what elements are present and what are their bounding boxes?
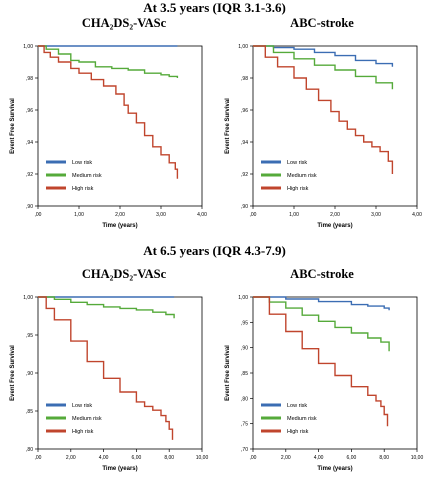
x-tick-label: ,00 [35,212,42,218]
x-axis-label: Time (years) [102,223,137,229]
x-tick-label: 2,00 [281,455,291,461]
survival-chart-2: ,90 ,92 ,94 ,96 ,98 1,00 ,00 1,00 2,00 3,00 4,00 Ti… [225,44,422,229]
x-tick-label: 2,00 [330,212,340,218]
legend-label-high: High risk [72,429,94,435]
y-tick-label: ,75 [241,422,248,428]
x-tick-label: 10,00 [196,455,209,461]
y-tick-label: ,80 [241,396,248,402]
chart-title-4: ABC-stroke [290,267,354,281]
series-line-medium-risk [253,45,394,90]
legend-label-low: Low risk [287,403,307,409]
legend-label-high: High risk [287,186,309,192]
legend-label-medium: Medium risk [287,416,317,422]
x-tick-label: 2,00 [66,455,76,461]
chart-title-3: CHA₂DS₂-VASc [81,267,167,281]
x-tick-label: 1,00 [74,212,84,218]
series-line-high-risk [38,45,179,179]
legend-label-medium: Medium risk [287,173,317,179]
x-axis-label: Time (years) [317,223,352,229]
x-axis-label: Time (years) [102,466,137,472]
y-tick-label: ,94 [241,140,248,146]
x-tick-label: 8,00 [164,455,174,461]
x-tick-label: 2,00 [115,212,125,218]
chart-title-2: ABC-stroke [290,16,354,30]
legend-label-low: Low risk [287,160,307,166]
y-tick-label: ,96 [26,108,33,114]
series-line-medium-risk [38,45,179,78]
survival-chart-4: ,70 ,75 ,80 ,85 ,90 ,95 1,00 ,00 2,00 4,00 6,00 8,0… [225,295,424,472]
y-tick-label: ,94 [26,140,33,146]
y-tick-label: ,90 [241,346,248,352]
section-title-top: At 3.5 years (IQR 3.1-3.6) [143,0,286,15]
x-tick-label: 4,00 [314,455,324,461]
y-axis-label: Event Free Survival [225,98,231,154]
x-tick-label: 6,00 [132,455,142,461]
x-tick-label: ,00 [35,455,42,461]
series-line-medium-risk [253,296,390,352]
series-line-low-risk [253,296,390,311]
y-tick-label: 1,00 [238,44,248,50]
y-tick-label: ,95 [26,333,33,339]
x-tick-label: 4,00 [99,455,109,461]
y-tick-label: ,98 [241,76,248,82]
legend-label-low: Low risk [72,160,92,166]
y-tick-label: 1,00 [23,44,33,50]
series-line-low-risk [253,45,394,67]
y-tick-label: ,90 [26,371,33,377]
series-line-high-risk [253,296,389,427]
y-tick-label: 1,00 [23,295,33,301]
x-tick-label: 1,00 [289,212,299,218]
y-axis-label: Event Free Survival [225,345,231,401]
y-tick-label: ,92 [241,172,248,178]
x-axis-label: Time (years) [317,466,352,472]
x-tick-label: 8,00 [379,455,389,461]
x-tick-label: 4,00 [412,212,422,218]
legend-label-high: High risk [72,186,94,192]
y-tick-label: ,98 [26,76,33,82]
y-tick-label: ,80 [26,447,33,453]
y-tick-label: 1,00 [238,295,248,301]
x-tick-label: 3,00 [156,212,166,218]
y-tick-label: ,85 [26,409,33,415]
survival-chart-3: ,80 ,85 ,90 ,95 1,00 ,00 2,00 4,00 6,00 8,00 10,00… [10,295,209,472]
x-tick-label: ,00 [250,455,257,461]
survival-chart-1: ,90 ,92 ,94 ,96 ,98 1,00 ,00 1,00 2,00 3,00 4,00 Ti… [10,44,207,229]
legend-label-medium: Medium risk [72,416,102,422]
x-tick-label: 6,00 [347,455,357,461]
chart-title-1: CHA₂DS₂-VASc [81,16,167,30]
x-tick-label: ,00 [250,212,257,218]
legend-label-medium: Medium risk [72,173,102,179]
y-tick-label: ,96 [241,108,248,114]
x-tick-label: 10,00 [411,455,424,461]
series-line-high-risk [253,45,394,174]
plot-frame [37,45,203,207]
series-line-medium-risk [38,296,175,319]
y-tick-label: ,85 [241,371,248,377]
legend-label-low: Low risk [72,403,92,409]
series-line-high-risk [38,296,174,440]
y-tick-label: ,70 [241,447,248,453]
y-tick-label: ,95 [241,320,248,326]
section-title-bottom: At 6.5 years (IQR 4.3-7.9) [143,243,286,258]
y-axis-label: Event Free Survival [10,98,16,154]
y-tick-label: ,90 [241,204,248,210]
y-tick-label: ,92 [26,172,33,178]
x-tick-label: 4,00 [197,212,207,218]
legend-label-high: High risk [287,429,309,435]
y-axis-label: Event Free Survival [10,345,16,401]
x-tick-label: 3,00 [371,212,381,218]
y-tick-label: ,90 [26,204,33,210]
